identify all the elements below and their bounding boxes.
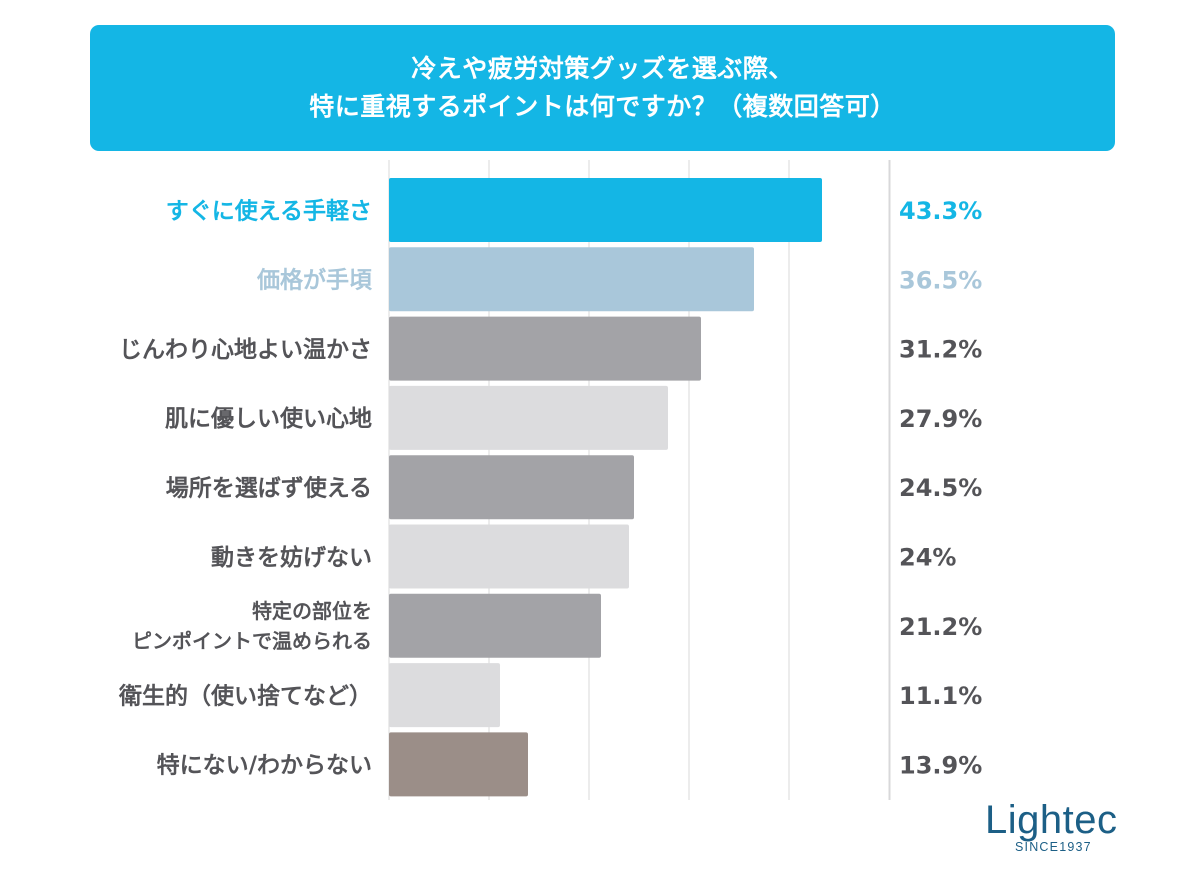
value-label: 36.5% [899, 266, 982, 294]
category-label: 動きを妨げない [211, 544, 372, 571]
value-label: 24.5% [899, 474, 982, 502]
bar [389, 247, 754, 312]
category-label: 衛生的（使い捨てなど） [118, 682, 372, 709]
category-label: じんわり心地よい温かさ [119, 337, 372, 363]
category-label: 特定の部位を [252, 599, 372, 623]
chart-title-banner: 冷えや疲労対策グッズを選ぶ際、 特に重視するポイントは何ですか？（複数回答可） [90, 25, 1115, 151]
chart-title-line2: 特に重視するポイントは何ですか？（複数回答可） [309, 92, 896, 121]
value-label: 27.9% [899, 405, 982, 433]
logo-tagline: SINCE1937 [1015, 840, 1092, 854]
bar [389, 732, 528, 797]
bar [389, 593, 601, 658]
value-label: 31.2% [899, 336, 982, 364]
category-label: 場所を選ばず使える [166, 475, 372, 501]
value-label: 13.9% [899, 751, 982, 779]
category-label: すぐに使える手軽さ [166, 198, 372, 224]
chart-title-line1: 冷えや疲労対策グッズを選ぶ際、 [411, 54, 794, 83]
bar [389, 455, 634, 520]
bar [389, 524, 629, 589]
bar [389, 178, 822, 242]
category-label: 特にない/わからない [157, 753, 372, 779]
category-label: ピンポイントで温められる [132, 629, 372, 653]
bar [389, 385, 668, 450]
lightec-logo: Lightec SINCE1937 [985, 798, 1118, 855]
logo-name: Lightec [985, 798, 1118, 842]
bar [389, 663, 500, 728]
bar [389, 316, 701, 381]
value-label: 43.3% [899, 197, 982, 225]
category-label: 肌に優しい使い心地 [165, 406, 372, 432]
value-label: 21.2% [899, 613, 982, 641]
category-label: 価格が手頃 [256, 267, 373, 294]
value-label: 11.1% [899, 682, 982, 710]
value-label: 24% [899, 544, 956, 572]
